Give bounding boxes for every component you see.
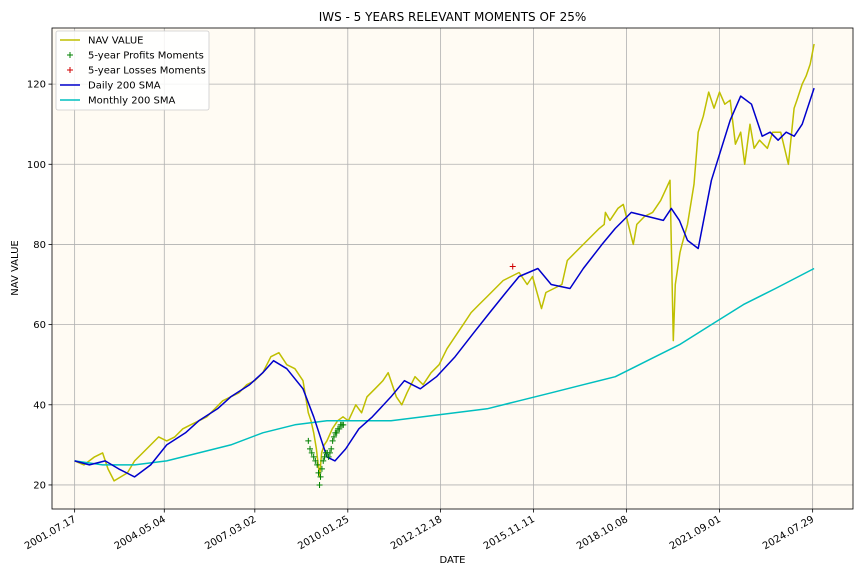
marker-5-year-profits-moments	[328, 445, 335, 452]
legend-items: NAV VALUE 5-year Profits Moments 5-year Lo…	[60, 36, 206, 107]
series-layer	[74, 43, 815, 482]
marker-5-year-profits-moments	[333, 429, 340, 436]
legend-label: Monthly 200 SMA	[88, 96, 175, 107]
marker-5-year-profits-moments	[312, 457, 319, 464]
y-tick-label: 40	[33, 400, 46, 411]
marker-5-year-profits-moments	[306, 445, 313, 452]
y-tick-label: 120	[27, 80, 46, 91]
legend-swatch	[67, 52, 73, 58]
legend-item: 5-year Losses Moments	[67, 66, 206, 77]
x-tick-label: 2015.11.11	[482, 514, 537, 552]
marker-5-year-profits-moments	[329, 437, 336, 444]
marker-layer	[305, 263, 516, 488]
series-line-daily-200-sma	[74, 87, 815, 478]
x-tick-label: 2012.12.18	[389, 514, 444, 552]
marker-5-year-profits-moments	[317, 473, 324, 480]
plot-frame	[51, 27, 854, 510]
marker-5-year-profits-moments	[340, 421, 347, 428]
marker-5-year-profits-moments	[318, 465, 325, 472]
legend-label: 5-year Profits Moments	[88, 51, 204, 62]
marker-5-year-profits-moments	[330, 433, 337, 440]
y-tick-label: 80	[33, 240, 46, 251]
x-tick-label: 2001.07.17	[23, 514, 78, 552]
series-line-monthly-200-sma	[74, 267, 815, 466]
marker-5-year-profits-moments	[305, 437, 312, 444]
legend-item: NAV VALUE	[60, 36, 143, 47]
legend-label: 5-year Losses Moments	[88, 66, 206, 77]
legend-box	[55, 30, 210, 111]
x-tick-label: 2010.01.25	[296, 514, 351, 552]
marker-5-year-profits-moments	[308, 449, 315, 456]
y-tick-label: 100	[27, 160, 46, 171]
x-tick-label: 2007.03.02	[203, 514, 258, 552]
x-tick-label: 2018.10.08	[575, 514, 630, 552]
marker-5-year-profits-moments	[325, 453, 332, 460]
x-tick-label: 2024.07.29	[761, 514, 816, 552]
chart-title: IWS - 5 YEARS RELEVANT MOMENTS OF 25%	[319, 10, 587, 24]
marker-5-year-profits-moments	[310, 453, 317, 460]
marker-5-year-profits-moments	[320, 457, 327, 464]
legend-item: Monthly 200 SMA	[60, 96, 175, 107]
marker-5-year-profits-moments	[326, 449, 333, 456]
legend-swatch	[67, 67, 73, 73]
y-axis-ticks: 20 40 60 80 100 120	[27, 80, 52, 491]
x-tick-label: 2004.05.04	[113, 514, 168, 552]
marker-5-year-profits-moments	[316, 481, 323, 488]
legend-item: Daily 200 SMA	[60, 81, 161, 92]
x-tick-label: 2021.09.01	[668, 514, 723, 552]
marker-5-year-profits-moments	[314, 461, 321, 468]
y-tick-label: 60	[33, 320, 46, 331]
marker-5-year-losses-moments	[509, 263, 516, 270]
x-axis-label: DATE	[439, 555, 465, 566]
marker-5-year-profits-moments	[315, 469, 322, 476]
legend-label: NAV VALUE	[88, 36, 143, 47]
legend-label: Daily 200 SMA	[88, 81, 161, 92]
x-axis-ticks: 2001.07.17 2004.05.04 2007.03.02 2010.01.25…	[23, 509, 816, 552]
legend-item: 5-year Profits Moments	[67, 51, 204, 62]
y-tick-label: 20	[33, 480, 46, 491]
y-axis-label: NAV VALUE	[10, 240, 21, 295]
legend: NAV VALUE 5-year Profits Moments 5-year Lo…	[55, 30, 210, 111]
marker-5-year-profits-moments	[336, 425, 343, 432]
